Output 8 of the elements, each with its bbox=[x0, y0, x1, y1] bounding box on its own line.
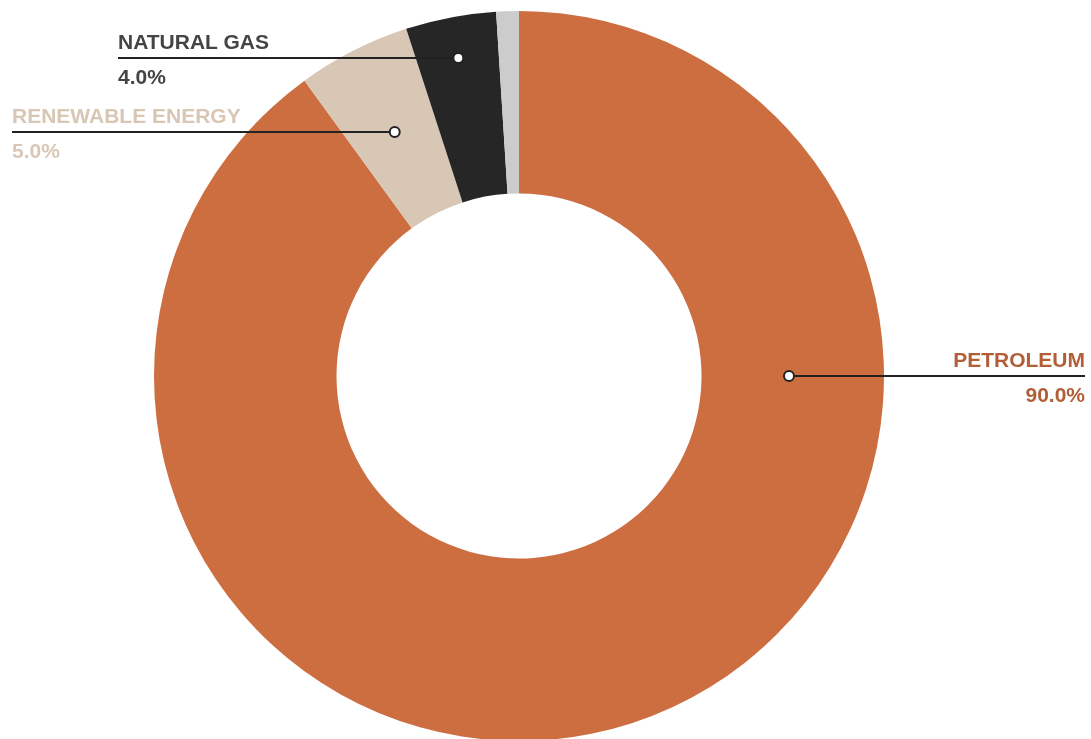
data-label: 4.0% bbox=[118, 64, 167, 88]
data-label: 5.0% bbox=[12, 139, 61, 163]
data-label: 90.0% bbox=[1025, 383, 1086, 406]
donut-slice bbox=[496, 11, 519, 194]
slice-label: PETROLEUM bbox=[953, 348, 1085, 371]
slice-label: NATURAL GAS bbox=[118, 29, 269, 53]
slice-label: RENEWABLE ENERGY bbox=[12, 104, 241, 128]
donut-slice bbox=[304, 28, 463, 229]
